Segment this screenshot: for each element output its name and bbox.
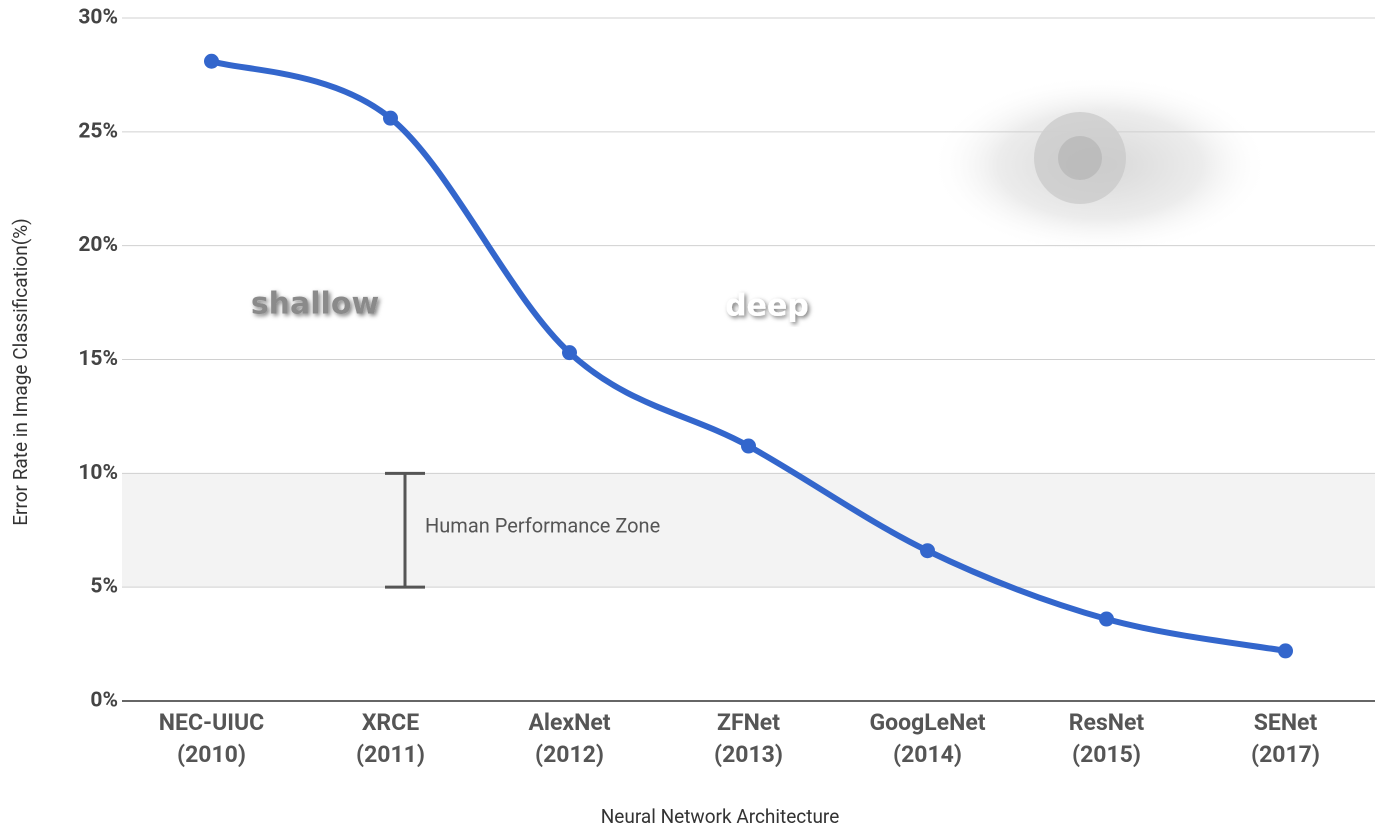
- y-tick-label: 5%: [90, 575, 118, 599]
- x-tick-label: (2012): [535, 741, 604, 768]
- x-tick-label: XRCE: [362, 709, 419, 736]
- y-tick-label: 0%: [90, 689, 118, 713]
- point: [1278, 643, 1293, 659]
- annotation: deep: [725, 289, 809, 324]
- x-tick-label: AlexNet: [528, 709, 610, 736]
- y-tick-label: 10%: [78, 461, 118, 485]
- y-tick-label: 25%: [78, 119, 118, 143]
- point: [741, 438, 756, 454]
- point: [920, 543, 935, 559]
- x-tick-label: (2010): [177, 741, 246, 768]
- x-tick-label: ResNet: [1069, 709, 1145, 736]
- y-tick-label: 15%: [78, 347, 118, 371]
- y-tick-label: 30%: [78, 6, 118, 30]
- x-tick-label: (2017): [1251, 741, 1320, 768]
- x-axis-title: Neural Network Architecture: [601, 805, 840, 828]
- annotation: shallow: [251, 287, 379, 322]
- x-tick-label: (2014): [893, 741, 962, 768]
- zone-label: Human Performance Zone: [425, 514, 660, 538]
- point: [383, 110, 398, 126]
- point: [1099, 611, 1114, 627]
- point: [204, 53, 219, 69]
- eye-decoration: [930, 75, 1270, 255]
- x-tick-label: (2013): [714, 741, 783, 768]
- x-tick-label: GoogLeNet: [869, 709, 985, 736]
- human-zone: [122, 473, 1375, 588]
- x-tick-label: SENet: [1254, 709, 1318, 736]
- y-axis-title: Error Rate in Image Classification(%): [9, 218, 32, 526]
- point: [562, 345, 577, 361]
- x-tick-label: (2015): [1072, 741, 1141, 768]
- x-tick-label: (2011): [356, 741, 425, 768]
- x-tick-label: ZFNet: [717, 709, 780, 736]
- x-tick-label: NEC-UIUC: [159, 709, 264, 736]
- y-tick-label: 20%: [78, 233, 118, 257]
